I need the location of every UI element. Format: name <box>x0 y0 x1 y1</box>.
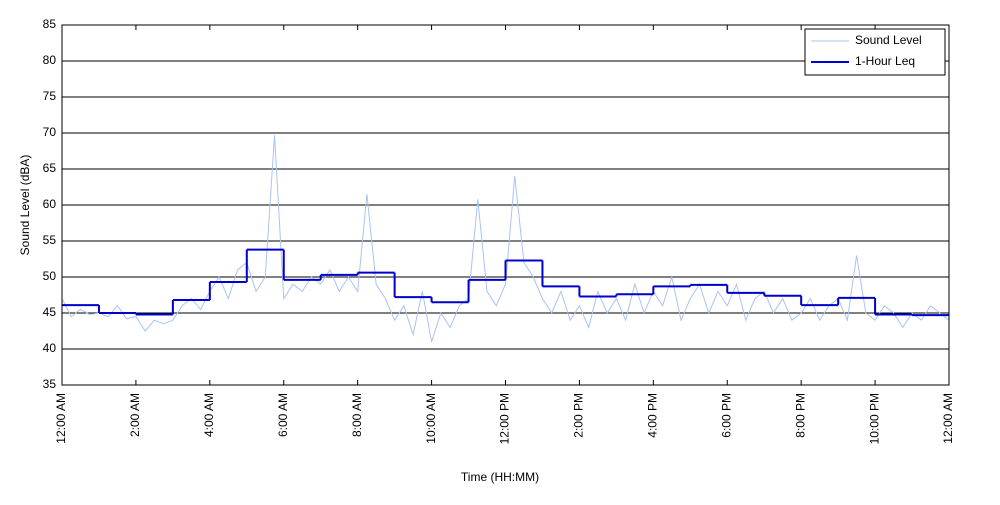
y-tick-label: 60 <box>43 197 57 211</box>
y-axis-label: Sound Level (dBA) <box>18 155 32 256</box>
plot-frame <box>61 24 950 386</box>
x-tick-label: 2:00 PM <box>572 393 586 438</box>
y-tick-label: 80 <box>43 53 57 67</box>
x-tick-label: 2:00 AM <box>128 393 142 437</box>
x-tick-label: 8:00 PM <box>793 393 807 438</box>
x-tick-label: 10:00 AM <box>424 393 438 444</box>
x-tick-label: 12:00 AM <box>941 393 955 444</box>
x-tick-label: 10:00 PM <box>867 393 881 444</box>
y-tick-label: 45 <box>43 305 57 319</box>
x-tick-label: 4:00 AM <box>202 393 216 437</box>
x-axis-label: Time (HH:MM) <box>461 470 539 484</box>
y-tick-label: 70 <box>43 125 57 139</box>
legend-label: Sound Level <box>855 33 922 47</box>
legend-box <box>804 28 946 76</box>
x-tick-label: 6:00 AM <box>276 393 290 437</box>
y-tick-label: 75 <box>43 89 57 103</box>
x-tick-label: 4:00 PM <box>646 393 660 438</box>
y-tick-label: 35 <box>43 377 57 391</box>
x-tick-label: 12:00 PM <box>498 393 512 444</box>
y-tick-label: 85 <box>43 17 57 31</box>
legend-label: 1-Hour Leq <box>855 54 915 68</box>
y-tick-label: 55 <box>43 233 57 247</box>
y-tick-label: 65 <box>43 161 57 175</box>
x-tick-label: 6:00 PM <box>719 393 733 438</box>
x-tick-label: 12:00 AM <box>54 393 68 444</box>
y-tick-label: 40 <box>43 341 57 355</box>
sound-level-line <box>61 135 950 342</box>
y-tick-label: 50 <box>43 269 57 283</box>
x-tick-label: 8:00 AM <box>350 393 364 437</box>
